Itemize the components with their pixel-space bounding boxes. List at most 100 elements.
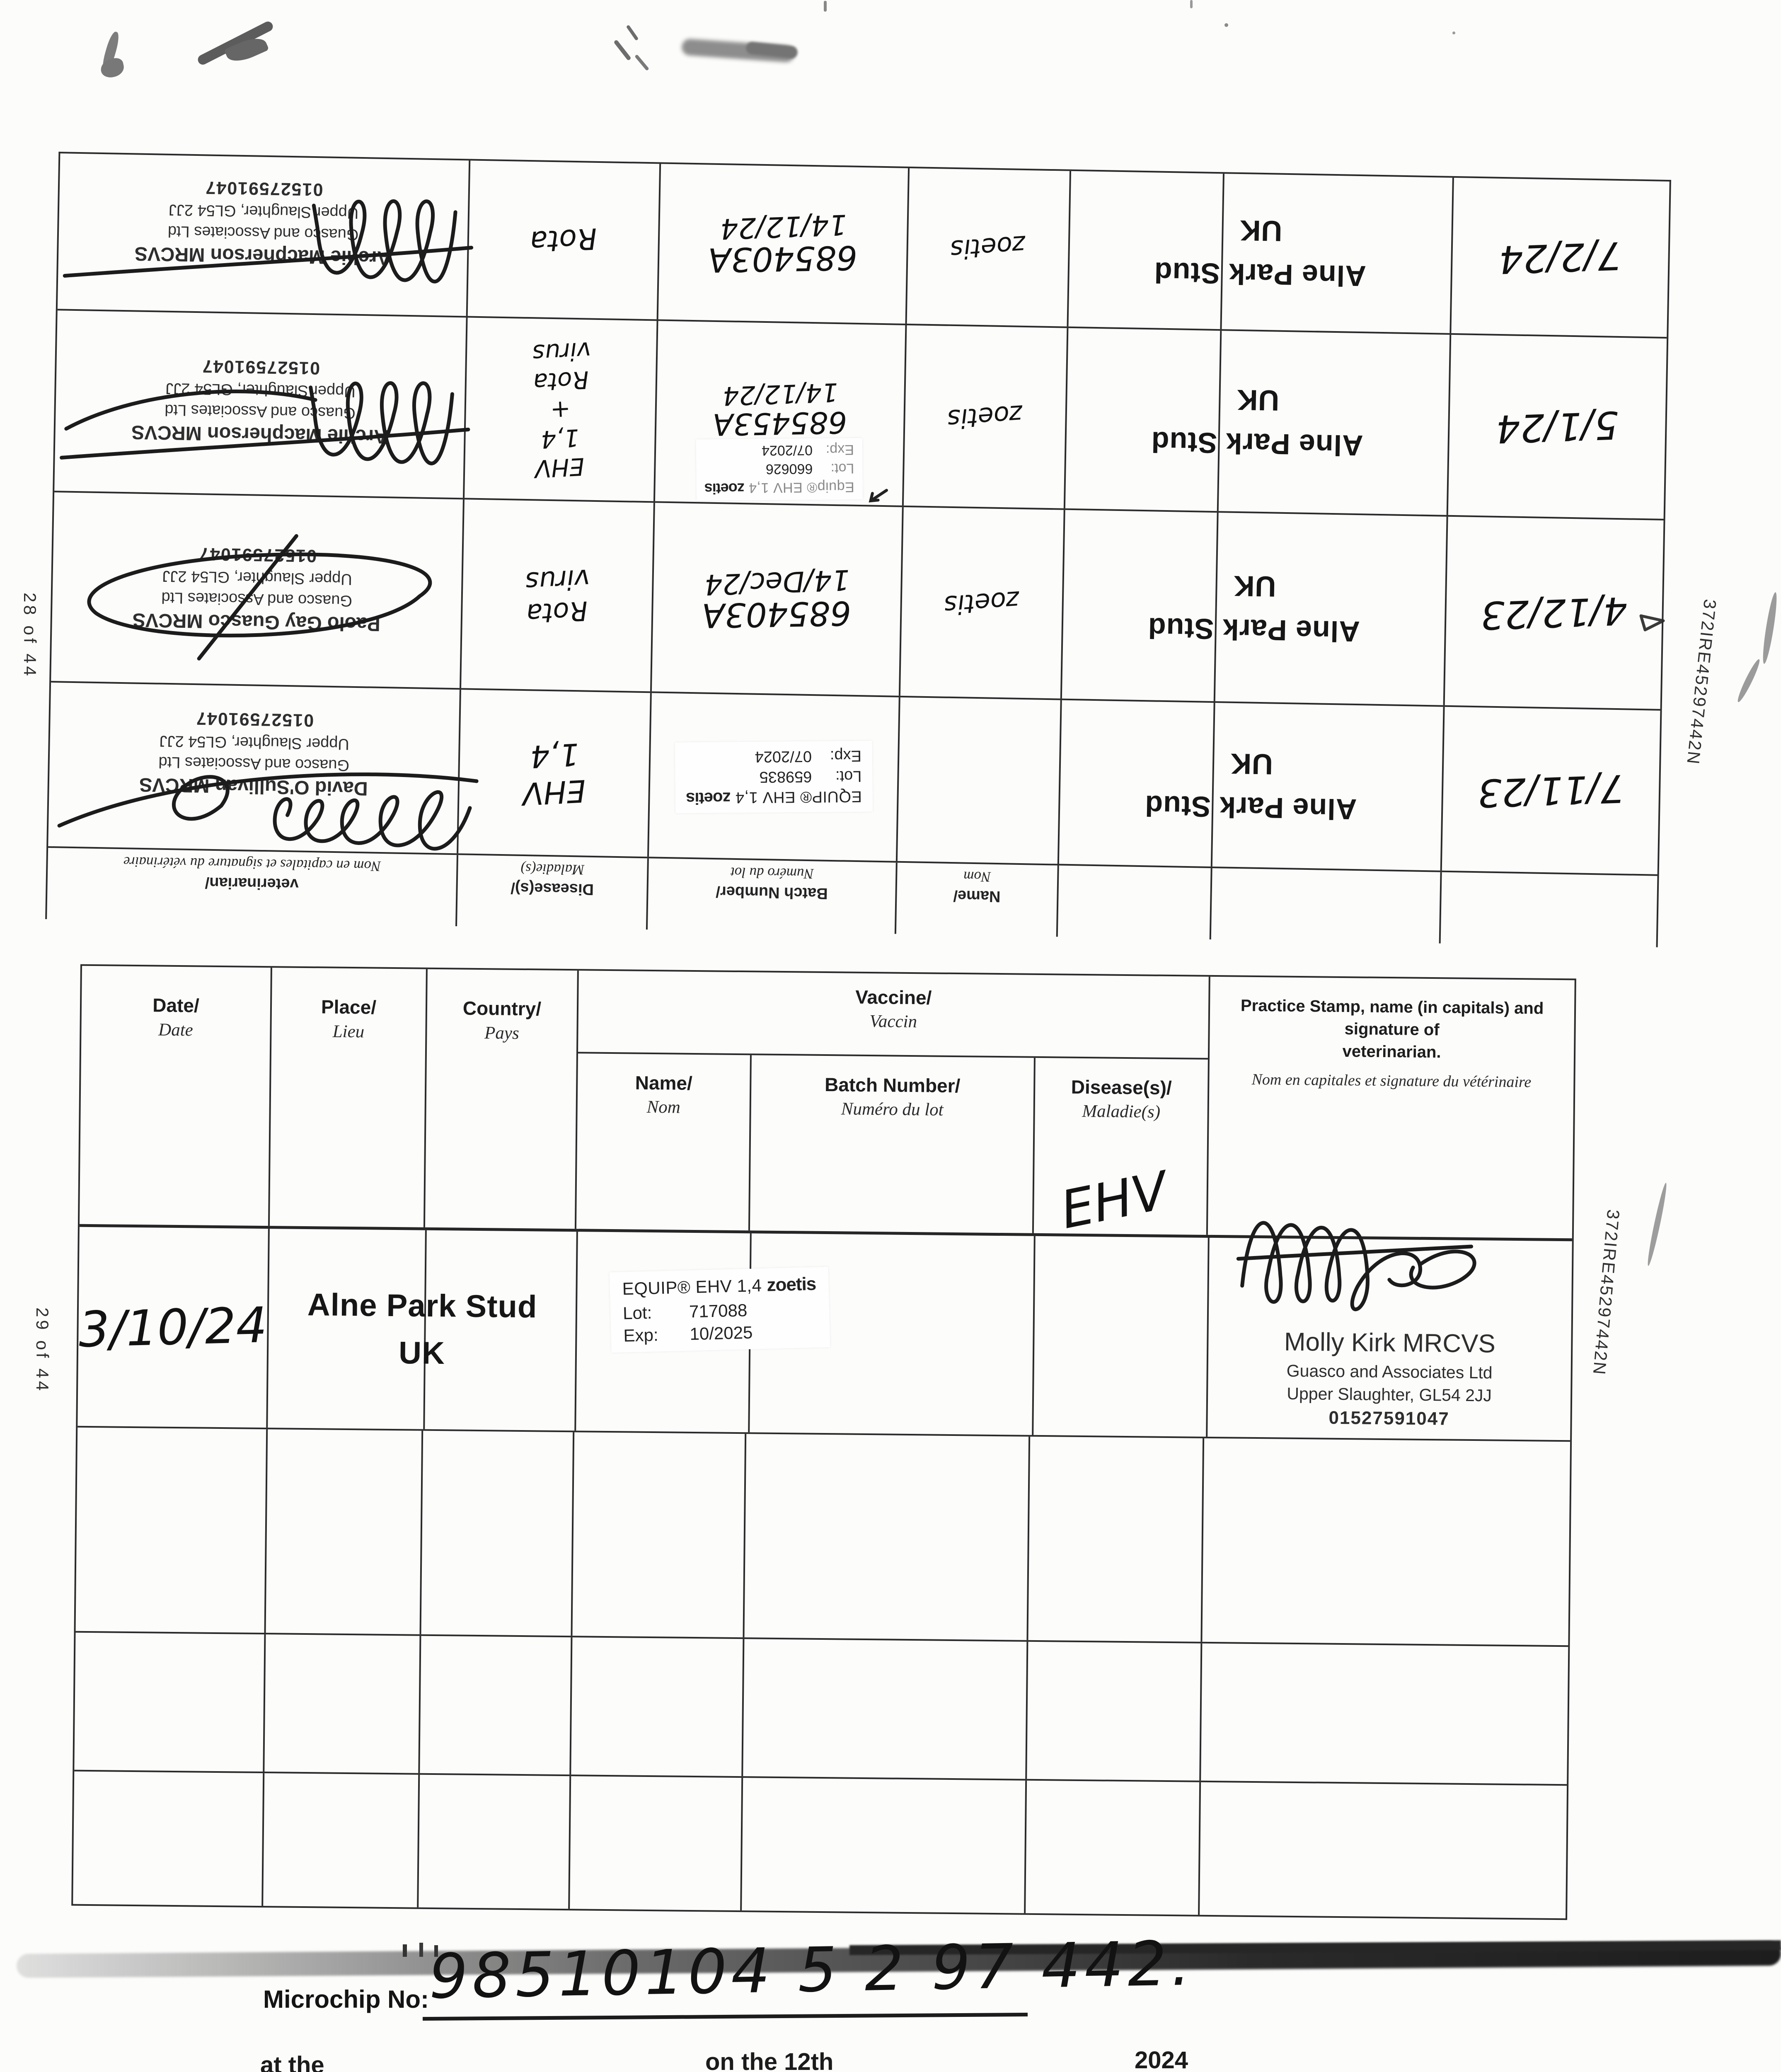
country-text: UK (1236, 383, 1280, 417)
country-text: UK (1233, 569, 1276, 603)
header-batch-cell: Batch Number/ Numéro du lot (748, 1055, 1034, 1233)
table28-row-4: 7/2/24 Alne Park Stud UK zoetis 685403A … (57, 153, 1670, 339)
signature (57, 772, 479, 851)
header-name-en: Name/ (635, 1072, 693, 1094)
scan-smudge (434, 1945, 438, 1957)
table28-row-1: 7/11/23 Alne Park Stud UK EQUIP® EHV 1,4… (48, 683, 1660, 876)
sheet-number-page29: 29 of 44 (33, 1307, 52, 1394)
pen-mark-icon (869, 489, 888, 503)
header-batch-fr: Numéro du lot (841, 1099, 944, 1120)
table28-row-2: 4/12/23 Alne Park Stud UK zoetis 685403A… (51, 492, 1664, 711)
scan-smudge (1645, 1182, 1669, 1267)
handwritten-disease: EHV (534, 452, 586, 483)
scan-smudge (1760, 591, 1779, 665)
stamp-org: Guasco and Associates Ltd (1286, 1361, 1493, 1382)
handwritten-disease: 1,4 (540, 424, 580, 454)
scan-smudge (403, 1944, 407, 1957)
handwritten-disease: Rota (529, 221, 598, 259)
header-date-cell (1441, 872, 1658, 947)
table29-empty-row (75, 1426, 1570, 1646)
sticker-lot-value: 659835 (759, 768, 812, 786)
handwritten-vaccine-name: zoetis (949, 230, 1027, 265)
stamp-vet-name: Molly Kirk MRCVS (1284, 1327, 1496, 1358)
scan-smudge (634, 54, 649, 71)
vaccine-name-cell (897, 697, 1062, 864)
signature (1236, 1221, 1476, 1311)
scan-smudge (613, 39, 632, 61)
vaccine-sticker: Equip® EHV 1,4 zoetis Lot: 660626 Exp: 07/… (696, 438, 863, 501)
sticker-lot-value: 717088 (689, 1300, 748, 1322)
header-disease-en: Disease(s)/ (510, 879, 594, 898)
signature (63, 199, 474, 284)
handwritten-disease: virus (531, 336, 592, 368)
sticker-lot-label: Lot: (622, 1302, 652, 1323)
header-stamp-line1: Practice Stamp, name (in capitals) and s… (1240, 996, 1544, 1039)
header-country-cell: Country/ Pays (423, 969, 577, 1229)
microchip-label: Microchip No: (263, 1985, 429, 2013)
table29-empty-row (73, 1769, 1567, 1919)
sticker-exp-value: 07/2024 (755, 748, 812, 766)
sticker-product: EQUIP® EHV 1,4 (735, 787, 862, 806)
header-place-cell: Place/ Lieu (268, 968, 426, 1227)
pen-mark-icon (1639, 614, 1665, 632)
handwritten-date: 7/11/23 (1477, 766, 1626, 816)
sticker-exp-value: 10/2025 (689, 1322, 753, 1344)
handwritten-disease: Rota (525, 595, 589, 629)
handwritten-batch: 685403A (708, 238, 858, 280)
sticker-product: EQUIP® EHV 1,4 (622, 1275, 762, 1299)
vaccine-sticker: EQUIP® EHV 1,4 zoetis Lot: 659835 Exp: 07/… (675, 741, 873, 813)
scan-smudge (419, 1943, 423, 1957)
header-date-cell: Date/ Date (80, 966, 271, 1226)
signature (87, 534, 432, 661)
handwritten-vaccine-name: zoetis (943, 585, 1021, 621)
sticker-brand: zoetis (766, 1273, 816, 1295)
header-name-cell: Name/ Nom (576, 1053, 750, 1230)
header-disease-cell: Disease(s)/Maladie(s) (457, 855, 649, 930)
handwritten-batch-date: 14/12/24 (719, 208, 847, 245)
footer-fragment-left: at the (260, 2052, 324, 2072)
sheet-number-page28: 28 of 44 (20, 593, 40, 679)
handwritten-batch: 685403A (702, 593, 852, 635)
header-disease-en: Disease(s)/ (1071, 1076, 1172, 1099)
place-text: Alne Park Stud (1154, 256, 1367, 292)
sticker-lot-label: Lot: (830, 460, 854, 477)
vaccine-sticker: EQUIP® EHV 1,4 zoetis Lot: 717088 Exp: 10/… (609, 1266, 830, 1353)
sticker-brand: zoetis (704, 480, 745, 498)
footer-fragment-mid: on the 12th (705, 2048, 834, 2072)
header-date-fr: Date (158, 1020, 193, 1040)
handwritten-date: 4/12/23 (1480, 588, 1629, 638)
header-date-en: Date/ (152, 994, 200, 1017)
stamp-phone: 01527591047 (1328, 1408, 1449, 1429)
vaccination-table-page29: Date/ Date Place/ Lieu Country/ Pays Vac… (71, 964, 1576, 1920)
handwritten-disease: Rota (532, 365, 590, 397)
sticker-exp-label: Exp: (830, 747, 861, 765)
document-number-page29: 372IRE45297442N (1589, 1208, 1624, 1377)
scan-smudge (1190, 0, 1193, 8)
signature (60, 381, 470, 465)
header-name-fr: Nom (646, 1097, 681, 1117)
place-text: Alne Park Stud (1147, 611, 1360, 648)
header-country-en: Country/ (462, 997, 542, 1020)
vaccination-table-page28: Name/Nom Batch Number/Numéro du lot Dise… (45, 152, 1671, 947)
handwritten-date: 5/1/24 (1495, 402, 1620, 451)
place-text: Alne Park Stud (1151, 426, 1364, 462)
handwritten-batch-date: 14/12/24 (722, 377, 839, 411)
header-batch-en: Batch Number/ (824, 1073, 961, 1097)
place-text: Alne Park Stud (307, 1287, 537, 1325)
table29-empty-row (74, 1631, 1568, 1784)
header-name-fr: Nom (963, 868, 991, 885)
country-text: UK (1229, 747, 1273, 781)
header-disease-fr: Maladie(s) (1082, 1101, 1161, 1122)
sticker-exp-label: Exp: (623, 1325, 659, 1346)
header-stamp-fr: Nom en capitales et signature du vétérin… (1251, 1070, 1532, 1091)
header-name-en: Name/ (953, 886, 1001, 905)
handwritten-date: 3/10/24 (77, 1296, 268, 1358)
country-text: UK (398, 1335, 445, 1371)
sticker-exp-label: Exp: (825, 442, 854, 458)
handwritten-vaccine-name: zoetis (946, 399, 1024, 435)
scan-smudge (1735, 658, 1762, 704)
sticker-lot-value: 660626 (765, 461, 813, 477)
handwritten-date: 7/2/24 (1498, 233, 1623, 282)
country-text: UK (1239, 214, 1283, 247)
